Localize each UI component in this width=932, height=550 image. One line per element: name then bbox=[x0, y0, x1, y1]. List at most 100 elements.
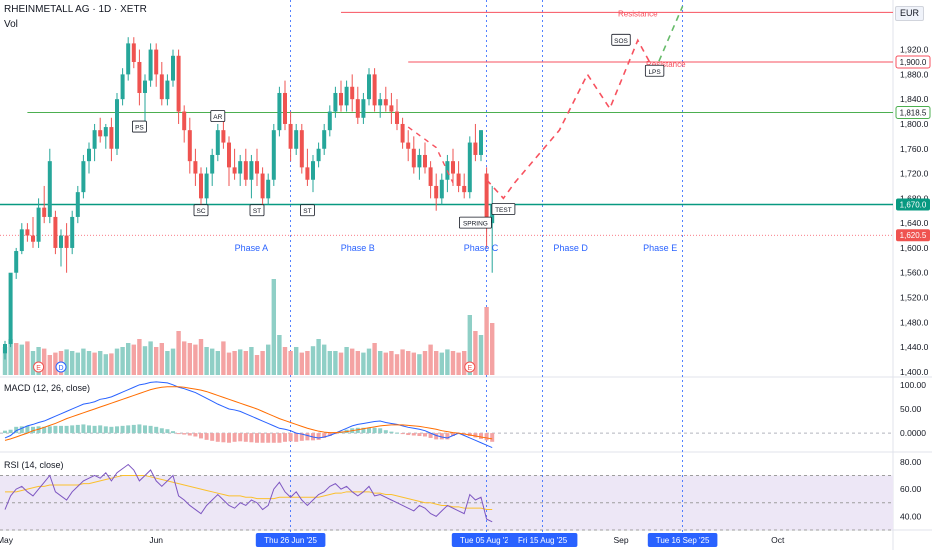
volume-bar bbox=[243, 351, 248, 375]
event-badge-icon bbox=[464, 361, 476, 373]
rsi-axis-tick: 40.00 bbox=[900, 511, 922, 521]
candle-body bbox=[439, 179, 444, 199]
price-label-value: 1,620.5 bbox=[900, 231, 927, 240]
candle-body bbox=[249, 161, 254, 180]
volume-bar bbox=[142, 346, 148, 375]
volume-bar bbox=[187, 343, 192, 375]
volume-bar bbox=[126, 343, 131, 375]
resistance-label: Resistance bbox=[646, 60, 686, 69]
wyckoff-event-label: AR bbox=[213, 114, 222, 121]
volume-bar bbox=[176, 331, 181, 375]
volume-bar bbox=[266, 344, 271, 375]
candle-body bbox=[395, 111, 399, 124]
volume-bar bbox=[8, 339, 13, 375]
volume-bar bbox=[198, 339, 204, 375]
volume-label: Vol bbox=[4, 19, 18, 30]
volume-bar bbox=[249, 347, 254, 375]
volume-bar bbox=[114, 348, 120, 375]
macd-histogram-bar bbox=[176, 433, 181, 435]
volume-bar bbox=[19, 344, 24, 375]
macd-histogram-bar bbox=[299, 433, 304, 441]
candle-body bbox=[227, 142, 231, 168]
volume-bar bbox=[434, 351, 439, 375]
candle-body bbox=[109, 127, 114, 149]
volume-bar bbox=[148, 341, 153, 375]
wyckoff-event-label: ST bbox=[303, 208, 311, 215]
price-label-chip bbox=[896, 229, 930, 242]
volume-bar bbox=[327, 351, 332, 375]
macd-histogram-bar bbox=[187, 433, 192, 436]
macd-histogram-bar bbox=[378, 428, 383, 434]
volume-bar bbox=[81, 348, 86, 375]
candle-body bbox=[165, 80, 170, 100]
event-badge-letter: D bbox=[58, 365, 63, 372]
macd-histogram-bar bbox=[372, 427, 377, 434]
candle-body bbox=[456, 173, 461, 186]
macd-histogram-bar bbox=[249, 433, 254, 443]
candle-body bbox=[260, 173, 265, 199]
time-axis-highlight-label: Thu 26 Jun '25 bbox=[264, 536, 317, 545]
macd-histogram-bar bbox=[193, 433, 198, 437]
volume-bar bbox=[411, 352, 416, 375]
macd-histogram-bar bbox=[227, 433, 231, 443]
candle-body bbox=[255, 161, 259, 174]
candle-body bbox=[327, 111, 332, 131]
candle-body bbox=[159, 74, 164, 100]
volume-bar bbox=[64, 349, 69, 375]
volume-bar bbox=[277, 335, 282, 375]
volume-bar bbox=[383, 352, 388, 375]
candle-body bbox=[131, 43, 136, 62]
macd-histogram-bar bbox=[159, 428, 164, 434]
volume-bar bbox=[109, 353, 114, 375]
volume-bar bbox=[86, 351, 92, 375]
candle-body bbox=[311, 161, 315, 180]
price-label-chip bbox=[895, 55, 931, 69]
candle-body bbox=[400, 123, 405, 143]
volume-bar bbox=[221, 341, 226, 375]
volume-bar bbox=[467, 315, 472, 375]
time-axis-label: May bbox=[0, 535, 14, 545]
macd-histogram-bar bbox=[3, 430, 7, 434]
candle-body bbox=[36, 207, 41, 242]
macd-histogram-bar bbox=[25, 425, 30, 434]
candle-body bbox=[305, 167, 310, 180]
currency-selector[interactable]: EUR bbox=[895, 6, 925, 21]
wyckoff-event-label: TEST bbox=[495, 207, 512, 214]
candle-body bbox=[221, 130, 226, 143]
candle-body bbox=[176, 55, 181, 112]
event-badge-letter: E bbox=[467, 365, 472, 372]
macd-histogram-bar bbox=[406, 433, 411, 436]
candle-body bbox=[344, 86, 349, 106]
macd-histogram-bar bbox=[383, 430, 388, 434]
candle-body bbox=[193, 161, 198, 174]
macd-histogram-bar bbox=[439, 433, 444, 440]
macd-histogram-bar bbox=[400, 433, 405, 435]
volume-bar bbox=[25, 341, 30, 375]
macd-histogram-bar bbox=[165, 429, 170, 434]
price-label-chip bbox=[895, 106, 931, 119]
candle-body bbox=[243, 161, 248, 180]
macd-histogram-bar bbox=[367, 427, 371, 434]
macd-histogram-bar bbox=[47, 426, 52, 434]
candle-body bbox=[3, 344, 7, 354]
macd-histogram-bar bbox=[484, 433, 489, 441]
candle-body bbox=[473, 142, 478, 155]
price-axis-tick: 1,760.0 bbox=[900, 144, 929, 154]
wyckoff-event-box bbox=[611, 33, 631, 46]
macd-histogram-bar bbox=[288, 433, 293, 442]
macd-histogram-bar bbox=[232, 433, 237, 442]
wyckoff-event-box bbox=[491, 203, 516, 215]
time-axis-label: Sep bbox=[613, 535, 628, 545]
volume-bar bbox=[478, 335, 484, 375]
projection-path bbox=[407, 126, 454, 184]
macd-histogram-bar bbox=[92, 425, 97, 434]
volume-bar bbox=[333, 351, 338, 375]
candle-body bbox=[75, 192, 80, 217]
projection-path bbox=[486, 38, 656, 200]
candle-body bbox=[187, 130, 192, 162]
price-axis-tick: 1,640.0 bbox=[900, 218, 929, 228]
volume-bar bbox=[305, 351, 310, 375]
wyckoff-event-box bbox=[193, 204, 209, 217]
volume-bar bbox=[394, 354, 400, 375]
